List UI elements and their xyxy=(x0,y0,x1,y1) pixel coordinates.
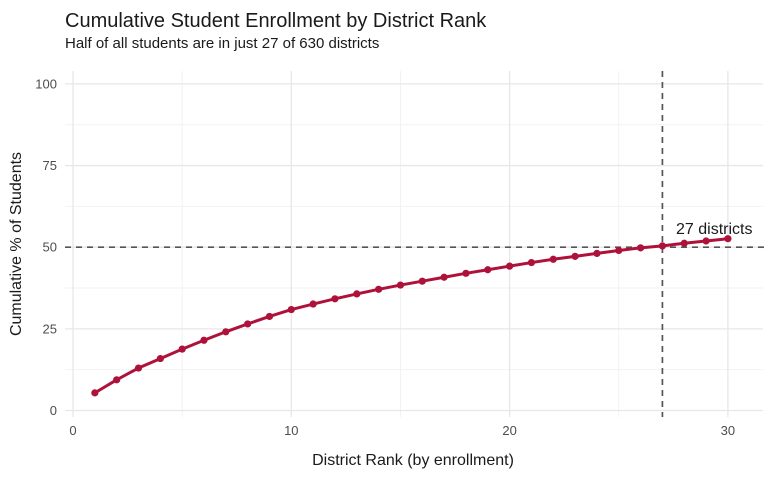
data-point xyxy=(287,305,295,314)
y-axis-tick-labels: 0 25 50 75 100 xyxy=(35,76,57,418)
data-point xyxy=(265,312,274,321)
data-point xyxy=(462,269,470,277)
data-point xyxy=(724,235,732,243)
chart-title: Cumulative Student Enrollment by Distric… xyxy=(65,10,487,32)
data-point xyxy=(418,277,426,285)
gridlines-minor xyxy=(65,71,763,417)
data-point xyxy=(134,364,143,372)
y-tick-label: 50 xyxy=(43,240,57,255)
data-point xyxy=(178,345,186,353)
data-point xyxy=(396,281,405,289)
data-point xyxy=(549,255,557,263)
data-point xyxy=(527,258,536,267)
data-point xyxy=(506,262,514,270)
y-tick-label: 0 xyxy=(50,403,57,418)
line-series xyxy=(91,235,732,397)
x-axis-tick-labels: 0 10 20 30 xyxy=(69,423,735,438)
reference-annotation: 27 districts xyxy=(676,221,753,238)
data-point xyxy=(593,249,601,258)
data-point xyxy=(222,328,230,336)
x-tick-label: 0 xyxy=(69,423,76,438)
data-point xyxy=(484,266,492,274)
data-point xyxy=(244,320,252,328)
data-point xyxy=(440,273,448,281)
data-point xyxy=(113,376,121,384)
y-tick-label: 75 xyxy=(43,158,57,173)
y-tick-label: 25 xyxy=(43,321,57,336)
chart-subtitle: Half of all students are in just 27 of 6… xyxy=(65,35,380,52)
data-point xyxy=(571,252,579,260)
data-point xyxy=(375,285,383,293)
y-tick-label: 100 xyxy=(35,76,57,91)
data-point xyxy=(636,244,645,252)
gridlines-major xyxy=(65,71,763,417)
data-point xyxy=(309,300,317,308)
cumulative-enrollment-line xyxy=(93,237,730,395)
data-point xyxy=(680,239,688,247)
x-tick-label: 10 xyxy=(284,423,298,438)
data-point xyxy=(200,336,208,344)
x-axis-title: District Rank (by enrollment) xyxy=(312,452,514,469)
data-point xyxy=(658,242,667,250)
x-tick-label: 20 xyxy=(502,423,516,438)
data-point xyxy=(615,246,623,255)
data-point xyxy=(156,354,164,363)
data-point xyxy=(353,290,361,298)
data-point xyxy=(702,237,710,245)
data-point xyxy=(91,389,99,397)
x-tick-label: 30 xyxy=(721,423,735,438)
data-point xyxy=(331,295,339,303)
